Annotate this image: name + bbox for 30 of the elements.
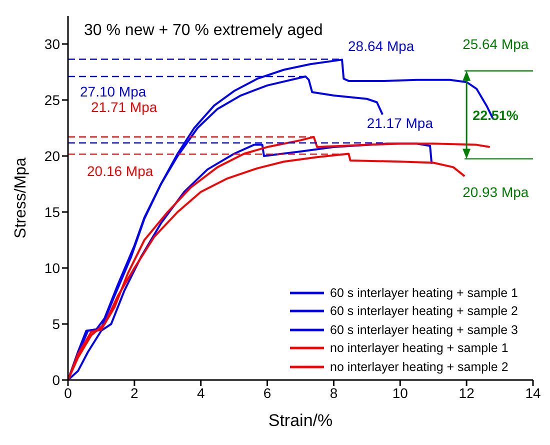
legend-label: no interlayer heating + sample 2 <box>330 358 508 376</box>
legend-label: no interlayer heating + sample 1 <box>330 340 508 357</box>
y-tick-label: 15 <box>44 204 60 220</box>
x-tick-label: 2 <box>130 384 139 401</box>
x-tick-label: 8 <box>330 384 338 401</box>
chart-title: 30 % new + 70 % extremely aged <box>84 22 323 40</box>
x-tick-label: 12 <box>458 384 475 401</box>
y-tick-label: 5 <box>52 316 60 332</box>
x-tick-label: 4 <box>196 384 205 401</box>
annotation: 20.93 Mpa <box>462 184 529 200</box>
x-tick-label: 0 <box>64 384 72 401</box>
y-tick-label: 20 <box>44 148 60 164</box>
data-label: 21.17 Mpa <box>366 114 434 131</box>
legend-label: 60 s interlayer heating + sample 1 <box>330 284 518 302</box>
x-tick-label: 14 <box>525 384 541 401</box>
y-tick-label: 25 <box>44 92 60 108</box>
data-label: 20.16 Mpa <box>87 163 154 180</box>
y-axis-title: Stress/Mpa <box>12 157 30 238</box>
y-tick-label: 30 <box>44 36 60 52</box>
annotation: 25.64 Mpa <box>462 36 529 52</box>
legend-label: 60 s interlayer heating + sample 2 <box>330 303 518 320</box>
x-tick-label: 6 <box>263 384 272 401</box>
data-label: 28.64 Mpa <box>348 38 414 54</box>
data-label: 21.71 Mpa <box>91 98 158 115</box>
y-tick-label: 10 <box>44 260 60 276</box>
x-axis-title: Strain/% <box>268 411 333 430</box>
data-label: 27.10 Mpa <box>80 83 146 100</box>
y-tick-label: 0 <box>52 372 60 388</box>
legend-label: 60 s interlayer heating + sample 3 <box>330 322 518 339</box>
x-tick-label: 10 <box>392 384 408 401</box>
